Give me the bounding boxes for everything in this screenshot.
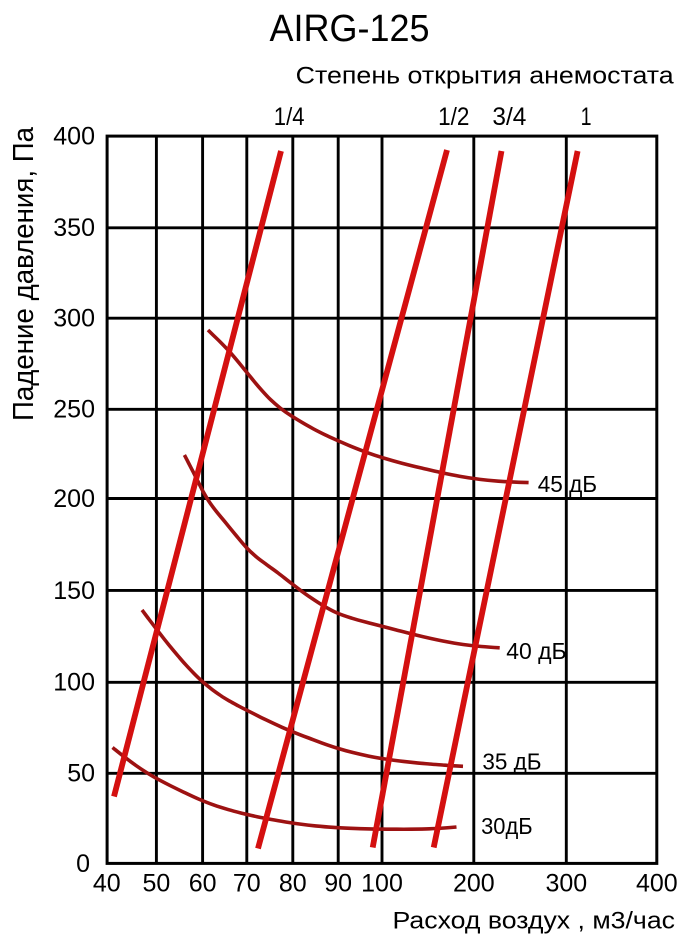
svg-text:3/4: 3/4 [492, 103, 526, 131]
svg-text:1/2: 1/2 [438, 103, 469, 131]
svg-text:150: 150 [53, 577, 95, 605]
svg-text:200: 200 [453, 869, 495, 897]
svg-text:250: 250 [53, 396, 95, 424]
svg-text:35 дБ: 35 дБ [482, 749, 541, 775]
svg-text:30дБ: 30дБ [481, 813, 532, 839]
svg-text:100: 100 [53, 669, 95, 697]
svg-text:200: 200 [53, 485, 95, 513]
svg-text:50: 50 [142, 869, 170, 897]
svg-text:Степень открытия анемостата: Степень открытия анемостата [296, 62, 674, 89]
svg-text:Падение давления, Па: Падение давления, Па [8, 126, 40, 421]
svg-text:400: 400 [53, 123, 95, 151]
svg-text:50: 50 [67, 760, 95, 788]
svg-text:40 дБ: 40 дБ [506, 638, 566, 664]
svg-text:1: 1 [581, 103, 592, 131]
svg-text:45 дБ: 45 дБ [538, 471, 597, 497]
svg-text:Расход воздух , м3/час: Расход воздух , м3/час [393, 908, 676, 935]
svg-text:100: 100 [361, 869, 403, 897]
svg-text:300: 300 [53, 305, 95, 333]
svg-text:60: 60 [189, 869, 217, 897]
svg-text:300: 300 [545, 869, 587, 897]
svg-text:70: 70 [233, 869, 261, 897]
svg-text:AIRG-125: AIRG-125 [270, 8, 430, 50]
svg-text:90: 90 [324, 869, 352, 897]
svg-text:40: 40 [93, 869, 121, 897]
svg-text:1/4: 1/4 [274, 103, 305, 131]
svg-text:0: 0 [76, 850, 90, 878]
svg-text:400: 400 [636, 869, 678, 897]
svg-text:350: 350 [53, 214, 95, 242]
svg-text:80: 80 [279, 869, 307, 897]
